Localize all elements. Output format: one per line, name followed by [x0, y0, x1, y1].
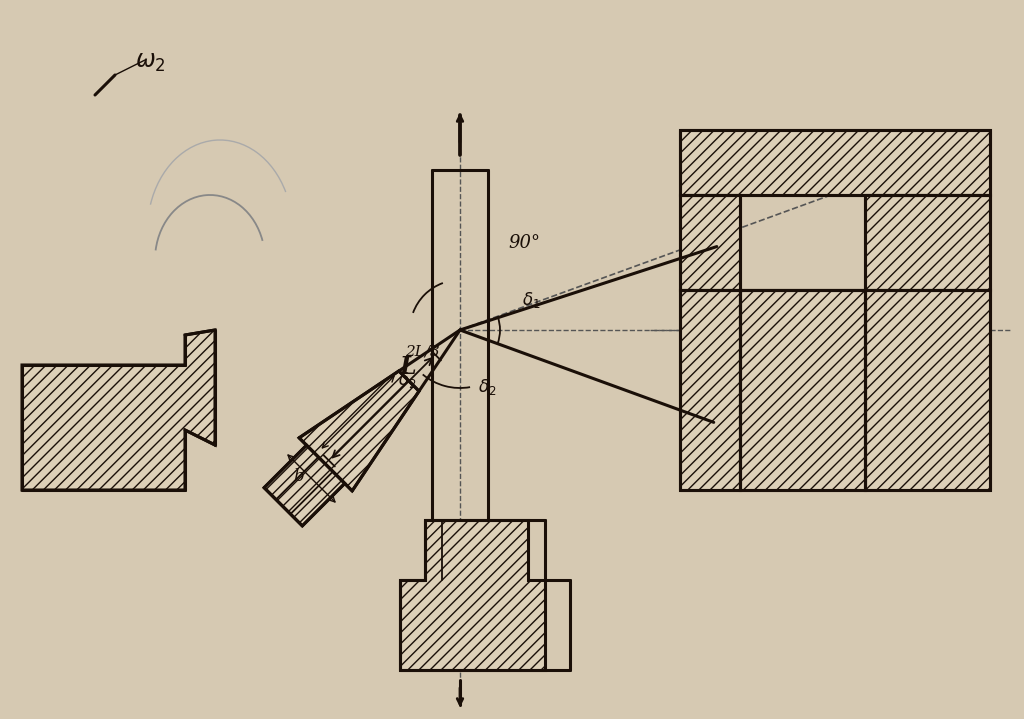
Polygon shape — [740, 290, 865, 490]
Text: b: b — [294, 469, 304, 485]
Text: $\omega_2$: $\omega_2$ — [135, 51, 166, 74]
Text: L: L — [399, 355, 417, 379]
Text: $\delta_1$: $\delta_1$ — [522, 290, 541, 310]
Polygon shape — [680, 290, 740, 490]
Polygon shape — [865, 195, 990, 290]
Polygon shape — [680, 195, 740, 290]
Text: $\delta_2$: $\delta_2$ — [478, 377, 497, 397]
Text: 2L/3: 2L/3 — [406, 344, 440, 358]
Polygon shape — [22, 330, 215, 490]
Polygon shape — [680, 130, 990, 195]
Text: $\delta_2$: $\delta_2$ — [398, 370, 417, 390]
Polygon shape — [264, 445, 345, 526]
Polygon shape — [299, 371, 419, 491]
Polygon shape — [865, 290, 990, 490]
Text: 90°: 90° — [508, 234, 540, 252]
Polygon shape — [400, 520, 545, 670]
